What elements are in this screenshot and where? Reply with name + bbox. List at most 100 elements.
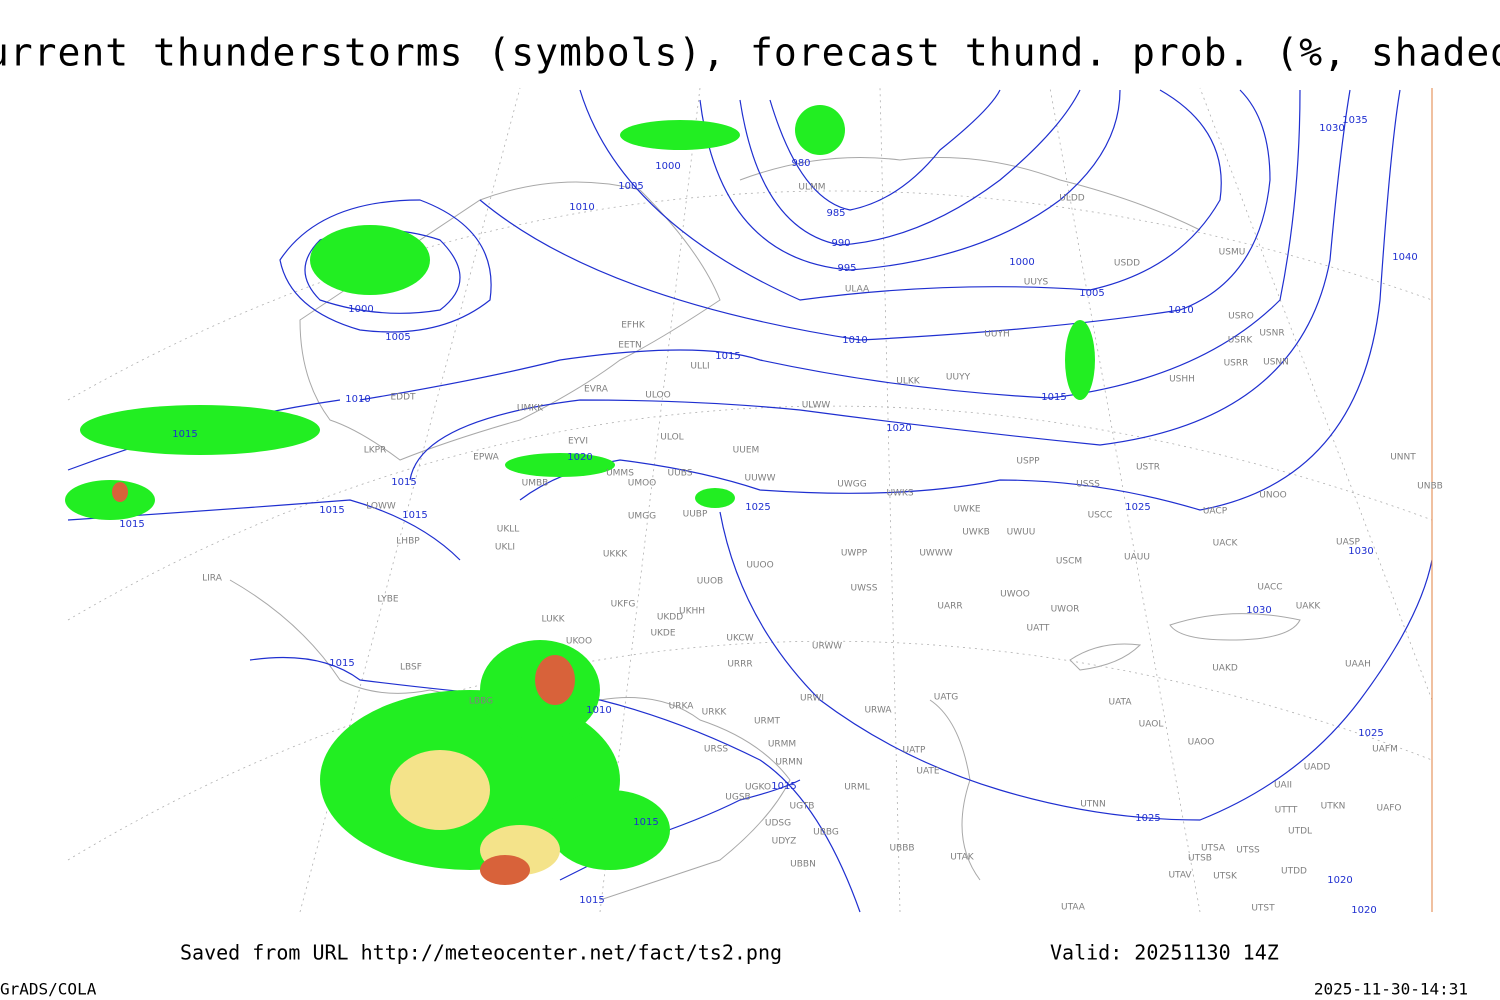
station-label: UACP: [1203, 507, 1228, 517]
isobar-label: 1010: [345, 394, 370, 405]
isobar-label: 1015: [402, 510, 427, 521]
station-label: URKA: [669, 702, 695, 712]
isobar-label: 1020: [1351, 905, 1376, 916]
station-label: UMMS: [606, 469, 634, 479]
isobar-label: 995: [837, 263, 856, 274]
station-label: URSS: [704, 745, 729, 755]
isobar-label: 990: [831, 238, 850, 249]
station-label: URWA: [864, 706, 892, 716]
map-labels: 980 985 990 995 1000 1000 1000 1005 1005 1005 1010…: [119, 115, 1443, 916]
station-label: UWPP: [841, 549, 868, 559]
station-label: UBBG: [813, 828, 839, 838]
station-label: LIRA: [202, 574, 223, 584]
station-label: UUWW: [745, 474, 776, 484]
isobar-label: 1030: [1246, 605, 1271, 616]
isobar-label: 1015: [1041, 392, 1066, 403]
isobar-label: 1020: [567, 452, 592, 463]
isobar-label: 1020: [1327, 875, 1352, 886]
station-label: UAKK: [1296, 602, 1322, 612]
station-label: USRR: [1224, 359, 1249, 369]
station-label: USCM: [1056, 557, 1082, 567]
valid-time: Valid: 20251130 14Z: [1050, 941, 1279, 965]
station-label: UAII: [1274, 781, 1292, 791]
station-label: UTNN: [1080, 800, 1106, 810]
isobar-label: 1025: [1358, 728, 1383, 739]
isobar-label: 1015: [172, 429, 197, 440]
station-label: EVRA: [584, 385, 609, 395]
isobar-label: 1000: [348, 304, 373, 315]
station-label: LBSF: [400, 663, 422, 673]
station-label: UKHH: [679, 607, 705, 617]
timestamp: 2025-11-30-14:31: [1314, 980, 1468, 999]
station-label: UUOO: [746, 561, 773, 571]
isobar-label: 1015: [319, 505, 344, 516]
isobar-label: 1035: [1342, 115, 1367, 126]
isobar-label: 1025: [1125, 502, 1150, 513]
station-label: UWWW: [919, 549, 952, 559]
station-label: UMKK: [517, 404, 544, 414]
station-label: UATP: [903, 746, 927, 756]
isobar-label: 1005: [385, 332, 410, 343]
station-label: UWOR: [1051, 605, 1080, 615]
station-label: UKCW: [726, 634, 753, 644]
isobar-label: 1015: [391, 477, 416, 488]
isobar-label: 1005: [1079, 288, 1104, 299]
station-label: UGKO: [745, 783, 771, 793]
station-label: UWSS: [851, 584, 878, 594]
station-label: UWKB: [962, 528, 990, 538]
station-label: UATA: [1108, 698, 1132, 708]
isobar-label: 980: [791, 158, 810, 169]
station-label: UAKD: [1212, 664, 1238, 674]
station-label: UBBB: [889, 844, 914, 854]
station-label: UARR: [937, 602, 962, 612]
station-label: UGSB: [725, 793, 750, 803]
station-label: UAFO: [1376, 804, 1401, 814]
station-label: UAAH: [1345, 660, 1371, 670]
isobar-label: 1015: [329, 658, 354, 669]
station-label: USNN: [1263, 358, 1289, 368]
station-label: USTR: [1136, 463, 1160, 473]
station-label: ULOL: [660, 433, 683, 443]
station-label: ULOO: [645, 391, 670, 401]
station-label: ULAA: [845, 285, 870, 295]
source-url: Saved from URL http://meteocenter.net/fa…: [180, 941, 782, 965]
station-label: EPWA: [473, 453, 500, 463]
station-label: ULDD: [1059, 194, 1085, 204]
isobar-label: 1025: [1135, 813, 1160, 824]
station-label: UATT: [1027, 624, 1050, 634]
station-label: USCC: [1088, 511, 1113, 521]
isobar-label: 1015: [579, 895, 604, 906]
station-label: UADD: [1304, 763, 1331, 773]
station-label: UUOB: [697, 577, 723, 587]
isobar-label: 1030: [1319, 123, 1344, 134]
station-label: UMBB: [522, 479, 549, 489]
station-label: UKLI: [495, 543, 515, 553]
station-label: USRO: [1228, 312, 1254, 322]
thunderstorm-shading: [65, 105, 1095, 885]
isobar-label: 1040: [1392, 252, 1417, 263]
station-label: ULLI: [690, 362, 709, 372]
station-label: UWGG: [837, 480, 866, 490]
isobar-label: 1010: [842, 335, 867, 346]
station-label: USRK: [1228, 336, 1254, 346]
station-label: UUYY: [946, 373, 971, 383]
station-label: UKOO: [566, 637, 592, 647]
station-label: USHH: [1169, 375, 1195, 385]
station-label: UTSB: [1188, 854, 1212, 864]
station-label: USMU: [1219, 248, 1246, 258]
isobar-label: 1020: [886, 423, 911, 434]
station-label: UTKN: [1321, 802, 1346, 812]
station-label: USDD: [1114, 259, 1140, 269]
station-label: LYBE: [377, 595, 398, 605]
station-label: LBBG: [469, 697, 493, 707]
station-label: LUKK: [542, 615, 566, 625]
station-label: UDSG: [765, 819, 791, 829]
station-label: UMOO: [628, 479, 657, 489]
isobar-label: 1030: [1348, 546, 1373, 557]
station-label: URWW: [812, 642, 842, 652]
isobar-label: 1015: [715, 351, 740, 362]
station-label: UTTT: [1275, 806, 1298, 816]
station-label: USPP: [1016, 457, 1040, 467]
station-label: UUBP: [683, 510, 708, 520]
station-label: UWKS: [886, 489, 913, 499]
